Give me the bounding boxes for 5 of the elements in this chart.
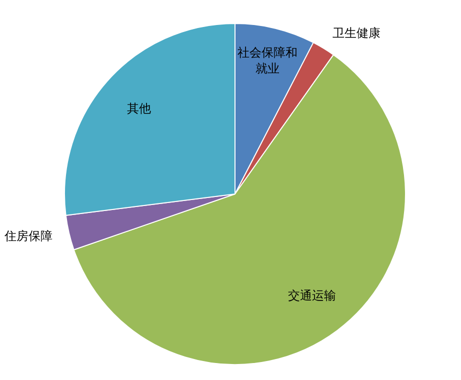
- slice-label: 卫生健康: [332, 26, 380, 40]
- slice-label: 住房保障: [3, 228, 52, 243]
- slice-label: 社会保障和就业: [237, 46, 298, 76]
- slice-label: 交通运输: [288, 288, 336, 302]
- slice-label: 其他: [127, 102, 152, 116]
